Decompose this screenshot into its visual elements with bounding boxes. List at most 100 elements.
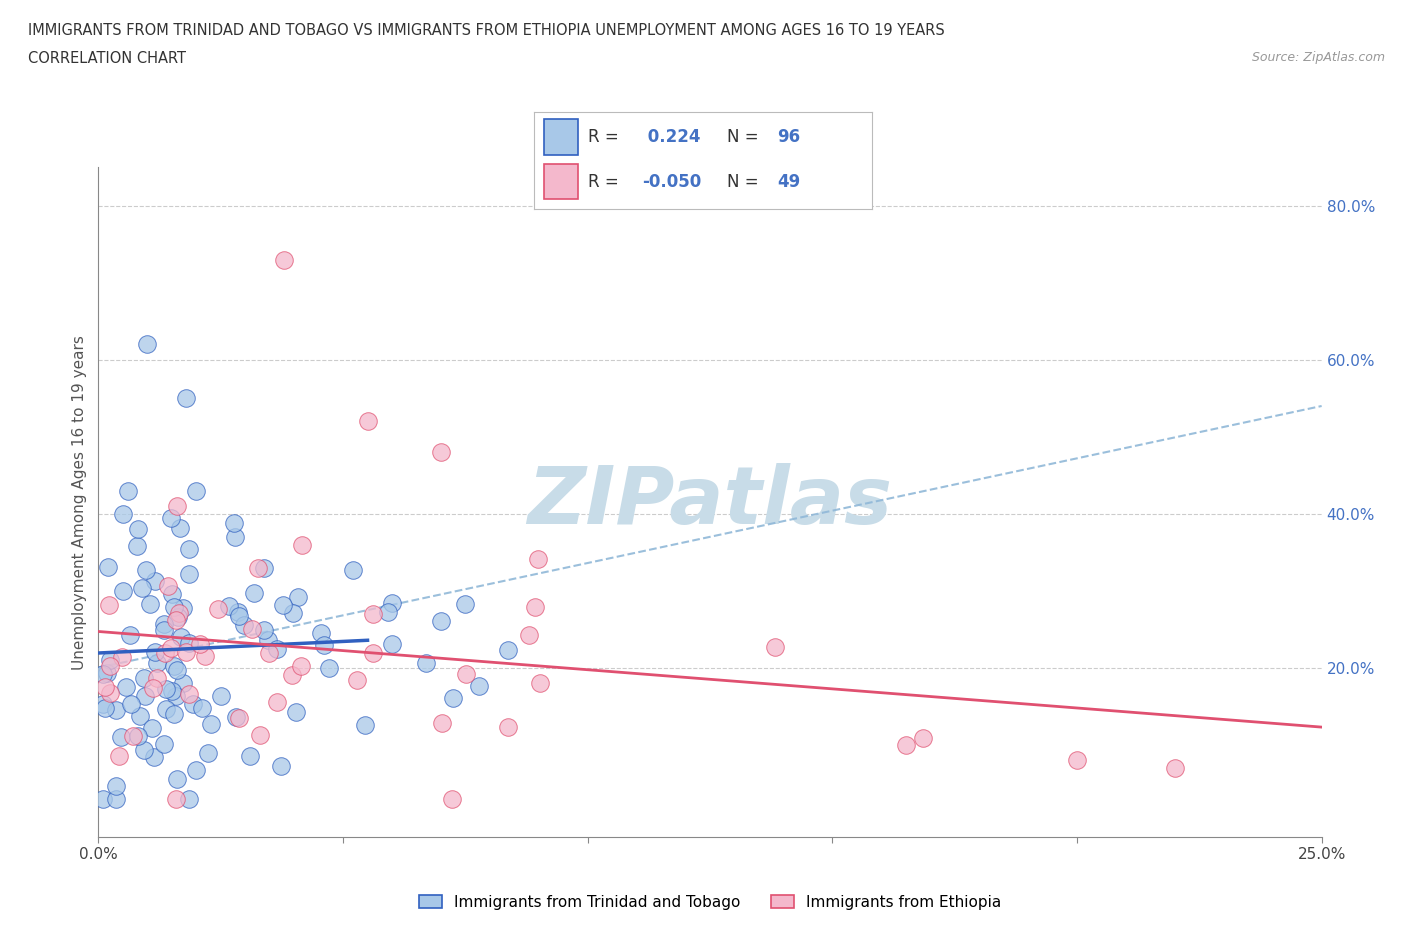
- Point: [108, 749, 131, 764]
- Point: [155, 701, 177, 716]
- Point: [266, 642, 288, 657]
- Point: [207, 602, 229, 617]
- Point: [287, 590, 309, 604]
- Point: [160, 587, 183, 602]
- Point: [523, 600, 546, 615]
- Point: [1066, 752, 1088, 767]
- Point: [134, 689, 156, 704]
- Point: [381, 595, 404, 610]
- Point: [281, 605, 304, 620]
- Point: [377, 605, 399, 620]
- Point: [135, 563, 157, 578]
- Text: CORRELATION CHART: CORRELATION CHART: [28, 51, 186, 66]
- Point: [218, 599, 240, 614]
- Point: [454, 667, 477, 682]
- Point: [132, 742, 155, 757]
- Point: [166, 663, 188, 678]
- Point: [125, 538, 148, 553]
- Point: [309, 625, 332, 640]
- Point: [225, 710, 247, 724]
- Point: [273, 252, 295, 267]
- Point: [169, 521, 191, 536]
- Point: [188, 636, 211, 651]
- Point: [222, 515, 245, 530]
- Point: [266, 695, 288, 710]
- Point: [136, 337, 159, 352]
- Point: [142, 681, 165, 696]
- Point: [415, 656, 437, 671]
- Point: [529, 675, 551, 690]
- Point: [146, 656, 169, 671]
- Y-axis label: Unemployment Among Ages 16 to 19 years: Unemployment Among Ages 16 to 19 years: [72, 335, 87, 670]
- Point: [121, 728, 143, 743]
- Point: [356, 414, 378, 429]
- Point: [166, 609, 188, 624]
- Point: [527, 551, 550, 566]
- Point: [284, 705, 307, 720]
- Bar: [544, 119, 578, 154]
- Legend: Immigrants from Trinidad and Tobago, Immigrants from Ethiopia: Immigrants from Trinidad and Tobago, Imm…: [419, 895, 1001, 910]
- Point: [211, 689, 233, 704]
- Text: 49: 49: [778, 173, 800, 191]
- Text: N =: N =: [727, 128, 758, 146]
- Text: R =: R =: [588, 173, 619, 191]
- Point: [93, 667, 115, 682]
- Point: [120, 627, 142, 642]
- Point: [94, 680, 117, 695]
- Point: [97, 560, 120, 575]
- Text: ZIPatlas: ZIPatlas: [527, 463, 893, 541]
- Point: [165, 688, 187, 703]
- Point: [94, 700, 117, 715]
- Text: Source: ZipAtlas.com: Source: ZipAtlas.com: [1251, 51, 1385, 64]
- Point: [170, 630, 193, 644]
- Point: [155, 682, 177, 697]
- Point: [98, 652, 121, 667]
- Point: [141, 721, 163, 736]
- Point: [498, 643, 520, 658]
- Point: [271, 598, 294, 613]
- Point: [131, 580, 153, 595]
- Point: [146, 671, 169, 685]
- Point: [153, 622, 176, 637]
- Point: [156, 578, 179, 593]
- Point: [233, 618, 256, 632]
- Point: [100, 658, 122, 673]
- Point: [429, 613, 451, 628]
- Point: [249, 727, 271, 742]
- Point: [361, 645, 384, 660]
- Point: [111, 506, 134, 521]
- Point: [104, 702, 127, 717]
- Point: [290, 659, 312, 674]
- Point: [165, 791, 187, 806]
- Point: [270, 758, 292, 773]
- Point: [117, 484, 139, 498]
- Point: [441, 690, 464, 705]
- Point: [194, 648, 217, 663]
- Point: [176, 391, 198, 405]
- Point: [163, 600, 186, 615]
- Point: [517, 628, 540, 643]
- Point: [177, 542, 200, 557]
- Point: [496, 720, 519, 735]
- Point: [115, 680, 138, 695]
- Point: [160, 640, 183, 655]
- Point: [186, 484, 208, 498]
- Point: [763, 639, 786, 654]
- Point: [145, 574, 167, 589]
- Point: [224, 529, 246, 544]
- Point: [894, 737, 917, 752]
- Point: [291, 538, 314, 552]
- Point: [98, 685, 121, 700]
- Point: [143, 750, 166, 764]
- Point: [174, 644, 197, 659]
- Text: IMMIGRANTS FROM TRINIDAD AND TOBAGO VS IMMIGRANTS FROM ETHIOPIA UNEMPLOYMENT AMO: IMMIGRANTS FROM TRINIDAD AND TOBAGO VS I…: [28, 23, 945, 38]
- Point: [181, 697, 204, 711]
- Point: [155, 645, 177, 660]
- Point: [430, 715, 453, 730]
- Point: [166, 771, 188, 786]
- Point: [139, 597, 162, 612]
- Point: [257, 632, 280, 647]
- Point: [281, 668, 304, 683]
- Text: 96: 96: [778, 128, 800, 146]
- Point: [127, 522, 149, 537]
